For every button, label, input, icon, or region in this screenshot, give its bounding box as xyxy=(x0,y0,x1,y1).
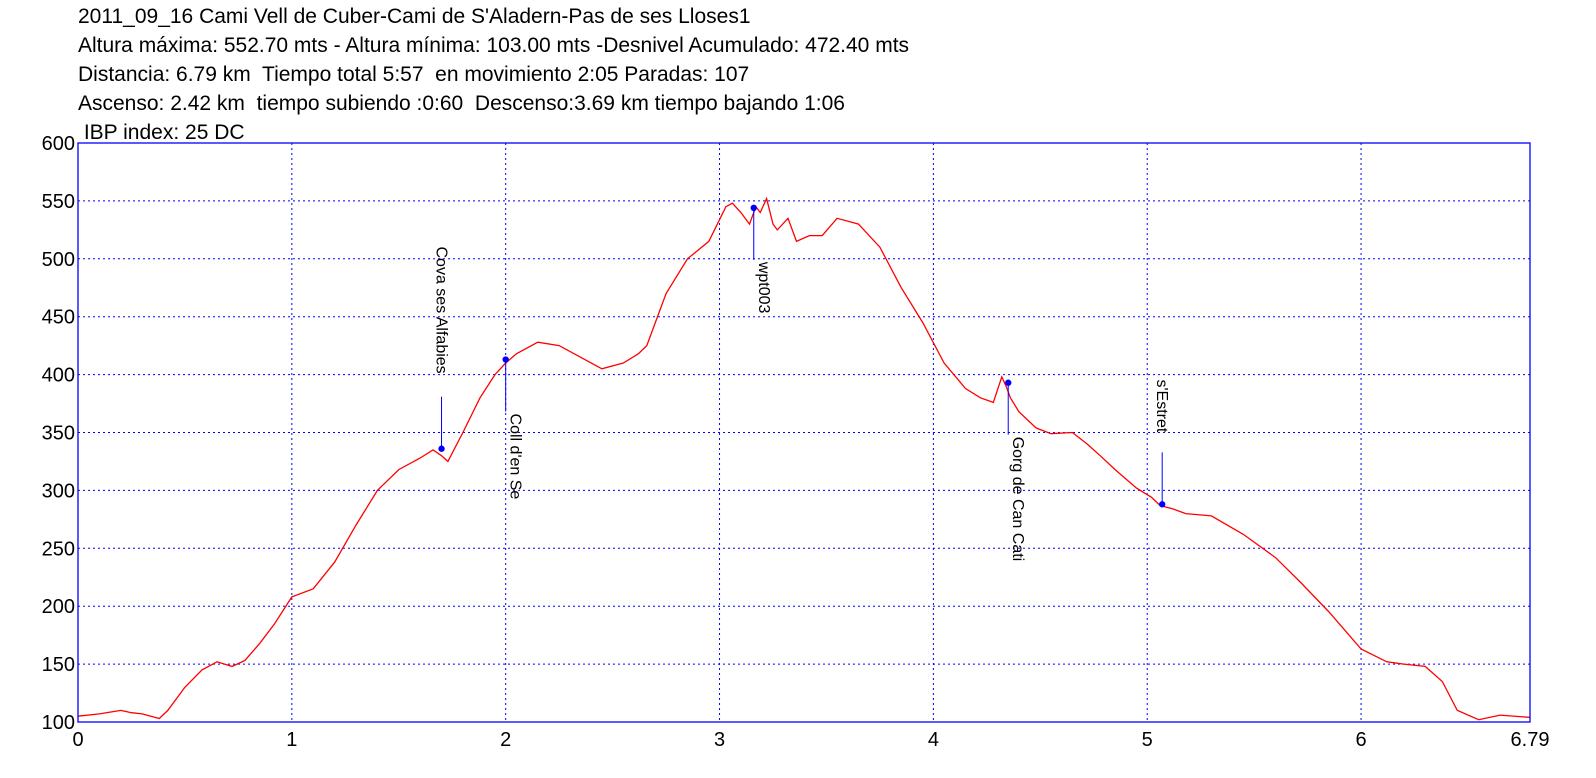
altitude-summary: Altura máxima: 552.70 mts - Altura mínim… xyxy=(78,34,910,57)
y-tick-label: 200 xyxy=(42,596,75,618)
waypoint-markers: Cova ses Alfabies Coll d'en Se wpt003 Gorg … xyxy=(433,204,1170,562)
x-tick-label: 5 xyxy=(1142,729,1153,751)
y-tick-label: 450 xyxy=(42,307,75,329)
y-tick-label: 500 xyxy=(42,249,75,271)
y-axis-ticks: 100 150 200 250 300 350 400 450 500 550 600 xyxy=(42,133,75,734)
y-tick-label: 150 xyxy=(42,654,75,676)
x-tick-label: 2 xyxy=(500,729,511,751)
waypoint-marker xyxy=(438,445,445,452)
x-axis-ticks: 0 1 2 3 4 5 6 6.79 xyxy=(72,729,1549,751)
y-tick-label: 300 xyxy=(42,480,75,502)
waypoint-marker xyxy=(1158,501,1166,508)
track-title: 2011_09_16 Cami Vell de Cuber-Cami de S'… xyxy=(78,5,751,28)
y-tick-label: 250 xyxy=(42,538,75,560)
x-tick-label: 3 xyxy=(714,729,725,751)
waypoint: s'Estret xyxy=(1153,379,1170,508)
elevation-profile-line xyxy=(77,196,1531,721)
waypoint-label: wpt003 xyxy=(755,261,772,314)
waypoint-label: Coll d'en Se xyxy=(507,414,524,500)
waypoint: Gorg de Can Cati xyxy=(1005,379,1026,562)
ascent-descent-summary: Ascenso: 2.42 km tiempo subiendo :0:60 D… xyxy=(78,92,845,115)
waypoint-marker xyxy=(1005,379,1012,386)
chart-header: 2011_09_16 Cami Vell de Cuber-Cami de S'… xyxy=(78,2,909,147)
plot-frame xyxy=(77,142,1531,723)
waypoint: Coll d'en Se xyxy=(502,356,524,500)
grid-lines xyxy=(78,143,1530,722)
x-tick-label: 1 xyxy=(286,729,297,751)
waypoint-label: s'Estret xyxy=(1153,379,1170,432)
x-tick-label: 6 xyxy=(1356,729,1367,751)
x-tick-label-end: 6.79 xyxy=(1511,729,1550,751)
y-tick-label: 350 xyxy=(42,423,75,445)
y-tick-label: 100 xyxy=(42,712,75,734)
waypoint: Cova ses Alfabies xyxy=(433,247,450,452)
waypoint-label: Cova ses Alfabies xyxy=(433,247,450,374)
y-tick-label: 600 xyxy=(42,133,75,155)
y-tick-label: 400 xyxy=(42,365,75,387)
waypoint-marker xyxy=(750,204,757,212)
waypoint-label: Gorg de Can Cati xyxy=(1009,437,1026,562)
ibp-index: IBP index: 25 DC xyxy=(78,121,245,144)
waypoint-marker xyxy=(502,356,509,363)
x-tick-label: 0 xyxy=(72,729,83,751)
y-tick-label: 550 xyxy=(42,191,75,213)
distance-time-summary: Distancia: 6.79 km Tiempo total 5:57 en … xyxy=(78,63,750,86)
waypoint: wpt003 xyxy=(750,204,772,314)
x-tick-label: 4 xyxy=(928,729,939,751)
